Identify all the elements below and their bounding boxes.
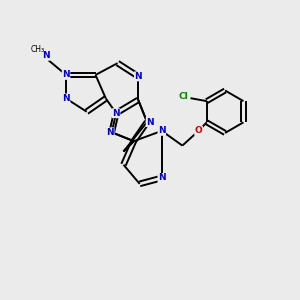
Text: N: N [146,118,154,127]
Text: Cl: Cl [178,92,188,101]
Text: N: N [112,109,120,118]
Text: N: N [134,72,142,81]
Text: N: N [62,94,70,103]
Text: CH₃: CH₃ [30,44,44,53]
Text: N: N [106,128,114,137]
Text: O: O [195,126,203,135]
Text: N: N [42,51,50,60]
Text: N: N [158,173,166,182]
Text: N: N [158,126,166,135]
Text: N: N [62,70,70,80]
